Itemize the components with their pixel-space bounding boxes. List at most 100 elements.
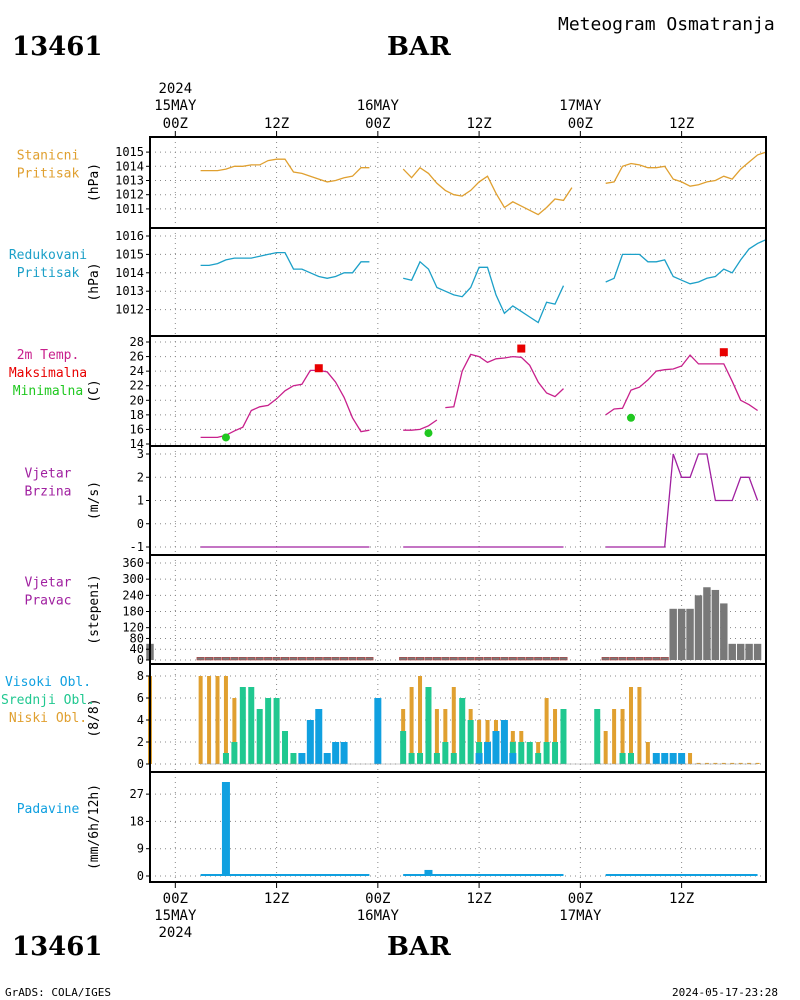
y-tick-label: 1014: [115, 159, 144, 173]
y-tick-label: 0: [137, 869, 144, 883]
panel-frames: [149, 136, 767, 883]
direction-bar: [280, 657, 290, 661]
direction-bar: [686, 608, 694, 660]
reduced_pressure-line: [605, 239, 767, 285]
mid_cloud-bar: [619, 753, 626, 764]
high_cloud-bar: [500, 720, 508, 764]
direction-bar: [449, 657, 458, 661]
mid_cloud-bar: [273, 698, 280, 764]
direction-bar: [424, 657, 433, 661]
direction-bar: [432, 657, 441, 661]
reduced_pressure-line: [200, 251, 370, 279]
panel-label: Pritisak: [17, 266, 80, 281]
direction-bar: [475, 657, 484, 661]
direction-bar: [247, 657, 256, 661]
low_cloud-bar: [755, 762, 760, 764]
low_cloud-bar: [434, 709, 439, 764]
y-axis-label: (stepeni): [87, 574, 102, 644]
mid_cloud-bar: [282, 731, 289, 764]
panel-label: Vjetar: [25, 576, 72, 591]
y-tick-label: 1011: [115, 202, 144, 216]
low_cloud-bar: [418, 676, 423, 764]
panel-label: Pritisak: [17, 167, 80, 182]
y-axis-label: (mm/6h/12h): [87, 784, 102, 870]
day-label-bottom: 16MAY: [357, 908, 400, 924]
y-tick-label: 180: [122, 605, 144, 619]
direction-bar: [314, 657, 323, 661]
wind_speed-line: [605, 453, 759, 548]
low_cloud-bar: [215, 676, 220, 764]
low_cloud-bar: [198, 676, 203, 764]
direction-bar: [745, 643, 753, 660]
y-tick-label: 2: [137, 470, 144, 484]
mid_cloud-bar: [543, 742, 550, 764]
direction-bar: [508, 657, 517, 661]
hour-label-bottom: 00Z: [365, 891, 390, 907]
direction-bar: [551, 657, 560, 661]
direction-bar: [736, 643, 745, 660]
panel-label: Padavine: [17, 802, 80, 817]
direction-bar: [652, 657, 661, 661]
y-tick-label: 1015: [115, 145, 144, 159]
y-tick-label: 3: [137, 447, 144, 461]
hour-label-bottom: 12Z: [466, 891, 491, 907]
high_cloud-bar: [315, 709, 323, 764]
low_cloud-bar: [645, 742, 650, 764]
y-axis-label: (8/8): [87, 698, 102, 737]
year-label-top: 2024: [158, 81, 192, 97]
min-temp-marker: [221, 433, 230, 442]
direction-bar: [272, 657, 281, 661]
mid_cloud-bar: [231, 742, 238, 764]
low_cloud-bar: [603, 731, 608, 764]
year-label-bottom: 2024: [158, 925, 192, 941]
high_cloud-bar: [484, 742, 492, 764]
high_cloud-bar: [661, 753, 669, 764]
panel-label: Niski Obl.: [9, 711, 87, 726]
direction-bar: [728, 643, 736, 660]
panel-label: 2m Temp.: [17, 348, 80, 363]
chart-marks: [146, 151, 767, 876]
low_cloud-bar: [451, 687, 456, 764]
high_cloud-bar: [669, 753, 677, 764]
low_cloud-bar: [620, 709, 625, 764]
direction-bar: [297, 657, 306, 661]
max-temp-marker: [517, 344, 526, 353]
y-axis-label: (hPa): [87, 163, 102, 202]
y-tick-label: 0: [137, 517, 144, 531]
direction-bar: [610, 657, 619, 661]
low_cloud-bar: [553, 709, 558, 764]
direction-bar: [491, 657, 500, 661]
precip-bar: [221, 782, 230, 876]
direction-bar: [626, 657, 636, 661]
y-tick-label: 8: [137, 669, 144, 683]
panel-label: Vjetar: [25, 467, 72, 482]
direction-bar: [466, 657, 475, 661]
mid_cloud-bar: [627, 753, 634, 764]
panel-label: Brzina: [25, 485, 72, 500]
station_pressure-line: [200, 158, 370, 183]
direction-bar: [348, 657, 357, 661]
panel-label: Maksimalna: [9, 366, 87, 381]
direction-bar: [213, 657, 222, 661]
low_cloud-bar: [730, 762, 735, 764]
direction-bar: [399, 657, 408, 661]
hour-label-top: 12Z: [466, 116, 491, 132]
y-tick-label: 80: [130, 631, 144, 645]
mid_cloud-bar: [450, 753, 457, 764]
day-label-top: 15MAY: [154, 98, 197, 114]
y-tick-label: 120: [122, 621, 144, 635]
day-label-bottom: 17MAY: [559, 908, 602, 924]
max-temp-marker: [719, 348, 728, 357]
direction-bar: [264, 657, 273, 661]
direction-bar: [534, 657, 543, 661]
y-tick-label: 24: [130, 364, 144, 378]
min-temp-marker: [424, 429, 433, 438]
y-axis-label: (C): [87, 379, 102, 402]
direction-bar: [669, 608, 677, 660]
low_cloud-bar: [443, 709, 448, 764]
mid_cloud-bar: [518, 742, 525, 764]
y-tick-label: 18: [130, 814, 144, 828]
y-tick-label: 1012: [115, 303, 144, 317]
direction-bar: [458, 657, 467, 661]
direction-bar: [356, 657, 365, 661]
